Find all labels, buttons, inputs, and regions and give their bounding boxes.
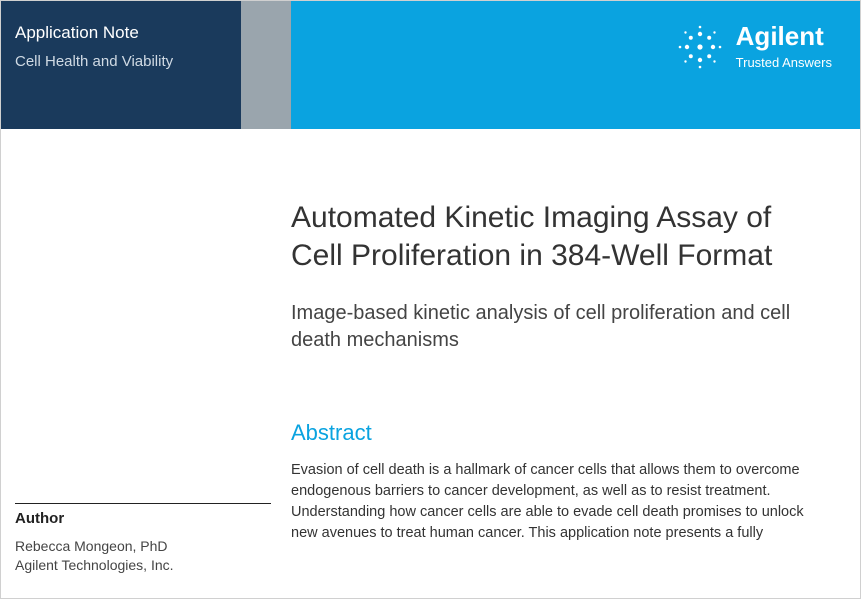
note-category: Cell Health and Viability: [15, 53, 227, 70]
document-title: Automated Kinetic Imaging Assay of Cell …: [291, 199, 830, 274]
agilent-spark-icon: [676, 23, 724, 71]
left-column: Author Rebecca Mongeon, PhD Agilent Tech…: [1, 129, 291, 598]
brand-text: Agilent Trusted Answers: [736, 23, 832, 70]
document-subtitle: Image-based kinetic analysis of cell pro…: [291, 300, 830, 354]
brand-name: Agilent: [736, 23, 832, 49]
author-name: Rebecca Mongeon, PhD: [15, 537, 271, 557]
abstract-body: Evasion of cell death is a hallmark of c…: [291, 460, 830, 544]
header-band: Application Note Cell Health and Viabili…: [1, 1, 860, 129]
brand-block: Agilent Trusted Answers: [676, 23, 832, 71]
author-organization: Agilent Technologies, Inc.: [15, 556, 271, 576]
main-column: Automated Kinetic Imaging Assay of Cell …: [291, 129, 860, 598]
brand-tagline: Trusted Answers: [736, 55, 832, 70]
author-block: Author Rebecca Mongeon, PhD Agilent Tech…: [15, 503, 271, 576]
brand-band: Agilent Trusted Answers: [291, 1, 860, 129]
note-title: Application Note: [15, 23, 227, 43]
gray-divider-strip: [241, 1, 291, 129]
content-area: Author Rebecca Mongeon, PhD Agilent Tech…: [1, 129, 860, 598]
note-box: Application Note Cell Health and Viabili…: [1, 1, 241, 129]
author-heading: Author: [15, 503, 271, 527]
abstract-heading: Abstract: [291, 420, 830, 446]
